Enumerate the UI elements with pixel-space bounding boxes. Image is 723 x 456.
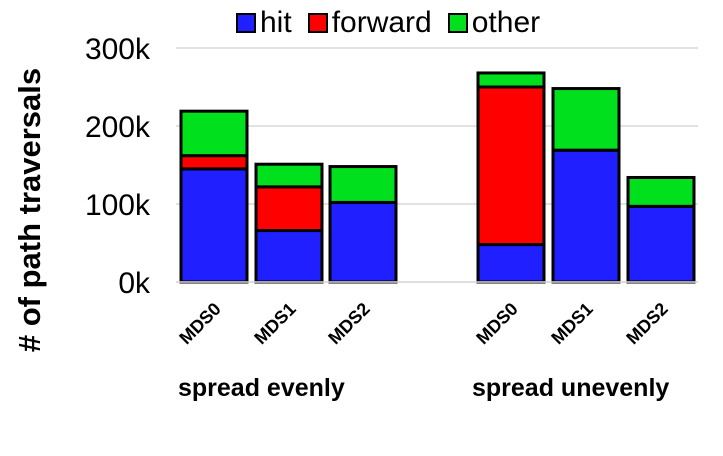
bar-segment-other-2: [328, 165, 398, 204]
bar-segment-forward-1: [254, 185, 324, 233]
bar-segment-hit-1: [254, 229, 324, 284]
legend-swatch-forward: [307, 13, 328, 33]
group-label-spread-unevenly: spread unevenly: [472, 374, 670, 402]
y-tick-label-3: 300k: [85, 33, 151, 66]
legend-label-other: other: [471, 6, 541, 39]
bar-segment-hit-0: [179, 167, 249, 284]
x-tick-label-3: MDS0: [472, 299, 522, 349]
x-tick-label-4: MDS1: [547, 299, 597, 349]
bar-segment-other-5: [626, 175, 696, 208]
bar-segment-forward-0: [179, 154, 249, 171]
legend-item-hit: hit: [236, 6, 292, 40]
bar-segment-hit-5: [626, 204, 696, 284]
legend-label-forward: forward: [331, 6, 432, 39]
bar-segment-hit-2: [328, 200, 398, 284]
legend-label-hit: hit: [260, 6, 292, 39]
bar-segment-hit-3: [476, 243, 546, 284]
legend-swatch-hit: [236, 13, 256, 33]
y-tick-label-1: 100k: [85, 189, 151, 222]
x-tick-label-1: MDS1: [250, 299, 300, 349]
x-tick-label-2: MDS2: [324, 299, 374, 349]
y-tick-label-2: 200k: [85, 111, 151, 144]
x-tick-label-5: MDS2: [622, 299, 672, 349]
legend-swatch-other: [447, 13, 468, 33]
bar-segment-other-0: [179, 109, 249, 158]
bar-segment-other-1: [254, 162, 324, 189]
bar-segment-other-4: [551, 87, 621, 152]
y-tick-label-0: 0k: [118, 267, 151, 300]
chart-legend: hit forward other: [236, 6, 556, 40]
group-label-spread-evenly: spread evenly: [178, 374, 345, 402]
bar-segment-forward-3: [476, 85, 546, 247]
legend-item-other: other: [447, 6, 541, 40]
legend-item-forward: forward: [307, 6, 432, 40]
bar-segment-other-3: [476, 71, 546, 89]
bar-segment-hit-4: [551, 148, 621, 284]
x-tick-label-0: MDS0: [175, 299, 225, 349]
